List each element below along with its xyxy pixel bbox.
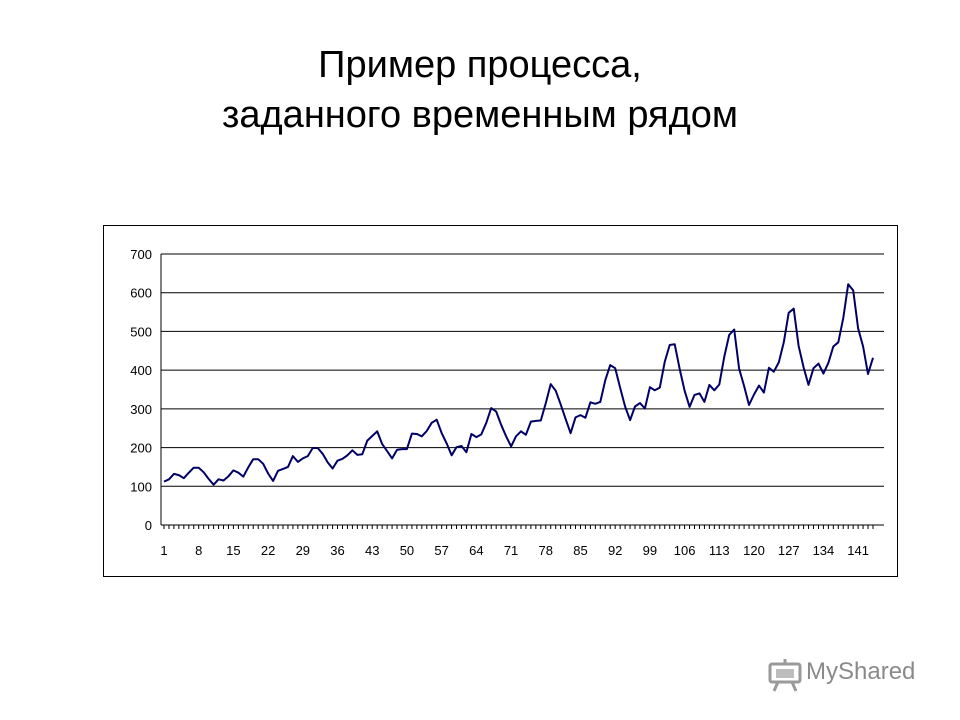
x-tick-label: 22 (261, 543, 275, 558)
y-tick-label: 100 (130, 479, 152, 494)
x-tick-label: 99 (643, 543, 657, 558)
x-tick-label: 120 (743, 543, 765, 558)
x-tick-label: 113 (709, 543, 730, 558)
x-tick-label: 1 (160, 543, 167, 558)
x-tick-label: 29 (296, 543, 310, 558)
x-tick-label: 92 (608, 543, 622, 558)
x-tick-label: 85 (573, 543, 587, 558)
y-tick-label: 400 (130, 363, 152, 378)
y-tick-label: 700 (130, 247, 152, 262)
x-tick-label: 141 (847, 543, 869, 558)
x-tick-label: 64 (469, 543, 483, 558)
y-tick-label: 300 (130, 402, 152, 417)
watermark-logo: MyShared (768, 656, 928, 696)
x-tick-label: 78 (539, 543, 553, 558)
x-tick-label: 71 (504, 543, 518, 558)
slide-title-line-2: заданного временным рядом (221, 94, 739, 136)
slide-title-line-1: Пример процесса, (318, 44, 642, 86)
watermark-text: MyShared (806, 658, 916, 685)
line-chart: 0 100 200 300 400 500 600 700 1 8 15 22 29 36 43 50 57 64… (130, 247, 884, 558)
x-tick-label: 134 (813, 543, 835, 558)
y-tick-label: 600 (130, 286, 152, 301)
slide-title: Пример процесса, заданного временным ряд… (0, 40, 960, 140)
y-tick-label: 0 (145, 518, 152, 533)
x-tick-label: 15 (226, 543, 240, 558)
x-tick-label: 8 (195, 543, 202, 558)
x-tick-label: 50 (400, 543, 414, 558)
series-line (163, 283, 874, 486)
projector-icon (768, 659, 802, 692)
x-tick-label: 43 (365, 543, 379, 558)
x-tick-label: 57 (434, 543, 448, 558)
x-tick-label: 36 (330, 543, 344, 558)
y-tick-label: 200 (130, 441, 152, 456)
x-tick-label: 127 (778, 543, 800, 558)
y-tick-label: 500 (130, 324, 152, 339)
x-tick-label: 106 (674, 543, 696, 558)
chart-frame: 0 100 200 300 400 500 600 700 1 8 15 22 29 36 43 50 57 64… (103, 225, 898, 577)
